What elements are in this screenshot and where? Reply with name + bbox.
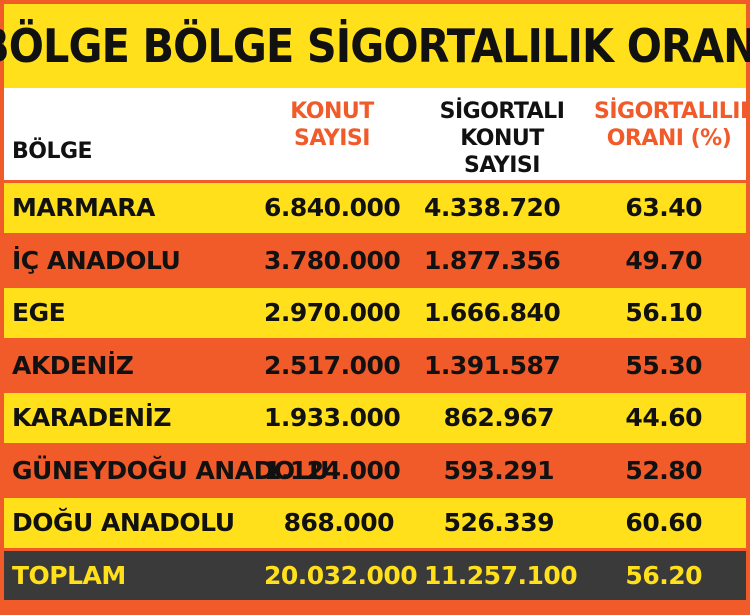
cell-sigortalilik-orani: 52.80 [625, 455, 702, 485]
cell-sigortali-konut-sayisi: 593.291 [443, 455, 555, 485]
table-row: KARADENİZ 1.933.000 862.967 44.60 [4, 393, 746, 443]
cell-sigortalilik-orani: 49.70 [625, 245, 702, 275]
table-header: BÖLGE KONUT SAYISI SİGORTALI KONUT SAYIS… [4, 88, 750, 180]
table-title: BÖLGE BÖLGE SİGORTALILIK ORANI [0, 4, 750, 88]
cell-sigortali-konut-sayisi: 1.877.356 [424, 245, 561, 275]
cell-bolge: AKDENİZ [12, 350, 134, 380]
table-row: DOĞU ANADOLU 868.000 526.339 60.60 [4, 498, 746, 548]
table-row: AKDENİZ 2.517.000 1.391.587 55.30 [4, 340, 746, 390]
header-sigortali-konut-sayisi: SİGORTALI KONUT SAYISI [439, 99, 565, 178]
cell-sigortalilik-orani: 55.30 [625, 350, 702, 380]
cell-konut-sayisi: 2.970.000 [264, 298, 401, 327]
cell-bolge: DOĞU ANADOLU [12, 508, 235, 537]
cell-sigortali-konut-sayisi: 4.338.720 [424, 193, 561, 222]
table-row: GÜNEYDOĞU ANADOLU 1.124.000 593.291 52.80 [4, 445, 746, 495]
table-total-row: TOPLAM 20.032.000 11.257.100 56.20 [4, 550, 746, 600]
cell-sigortalilik-orani: 60.60 [625, 508, 702, 537]
cell-konut-sayisi: 6.840.000 [264, 193, 401, 222]
cell-sigortali-konut-sayisi: 1.391.587 [424, 350, 561, 380]
cell-sigortalilik-orani: 56.20 [625, 560, 702, 590]
cell-konut-sayisi: 1.124.000 [264, 455, 401, 485]
cell-sigortalilik-orani: 63.40 [625, 193, 702, 222]
header-konut-sayisi: KONUT SAYISI [290, 99, 374, 151]
cell-konut-sayisi: 868.000 [283, 508, 395, 537]
cell-konut-sayisi: 2.517.000 [264, 350, 401, 380]
header-sigortalilik-orani: SİGORTALILIK ORANI (%) [594, 99, 750, 151]
cell-sigortalilik-orani: 44.60 [625, 403, 702, 432]
cell-bolge: MARMARA [12, 193, 155, 222]
cell-sigortali-konut-sayisi: 862.967 [443, 403, 555, 432]
table-row: EGE 2.970.000 1.666.840 56.10 [4, 288, 746, 338]
cell-konut-sayisi: 20.032.000 [264, 560, 418, 590]
table-row: MARMARA 6.840.000 4.338.720 63.40 [4, 183, 746, 233]
cell-konut-sayisi: 3.780.000 [264, 245, 401, 275]
table-row: İÇ ANADOLU 3.780.000 1.877.356 49.70 [4, 235, 746, 285]
cell-bolge: EGE [12, 298, 66, 327]
cell-bolge: GÜNEYDOĞU ANADOLU [12, 455, 329, 485]
cell-sigortali-konut-sayisi: 11.257.100 [424, 560, 578, 590]
cell-sigortalilik-orani: 56.10 [625, 298, 702, 327]
cell-bolge: İÇ ANADOLU [12, 245, 181, 275]
cell-bolge: KARADENİZ [12, 403, 172, 432]
cell-konut-sayisi: 1.933.000 [264, 403, 401, 432]
header-bolge: BÖLGE [12, 139, 93, 164]
cell-sigortali-konut-sayisi: 1.666.840 [424, 298, 561, 327]
cell-sigortali-konut-sayisi: 526.339 [443, 508, 555, 537]
cell-bolge: TOPLAM [12, 560, 126, 590]
